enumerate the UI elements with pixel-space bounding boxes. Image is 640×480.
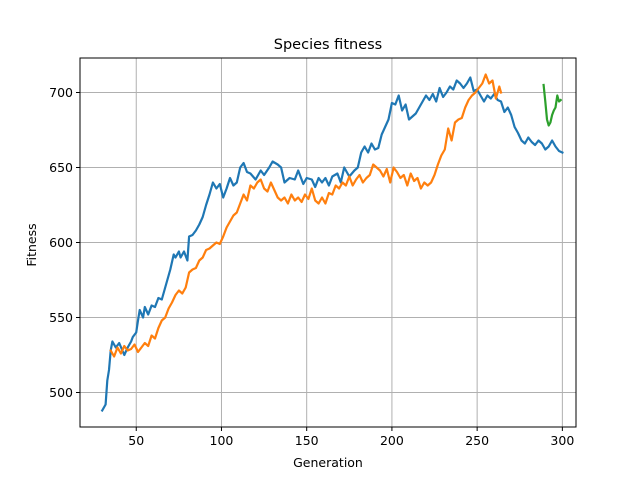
x-tick-label: 200: [380, 433, 404, 448]
y-tick-label: 500: [49, 385, 73, 400]
series-line-3: [542, 83, 563, 127]
series-lines: [100, 73, 564, 412]
x-tick-label: 250: [465, 433, 489, 448]
x-tick-label: 100: [210, 433, 234, 448]
grid-lines: [80, 58, 576, 427]
y-tick-label: 550: [49, 310, 73, 325]
series-line-1: [100, 76, 564, 412]
chart-title: Species fitness: [274, 37, 382, 53]
x-tick-label: 150: [295, 433, 319, 448]
series-line-2: [109, 73, 503, 358]
x-tick-label: 300: [550, 433, 574, 448]
y-tick-label: 600: [49, 235, 73, 250]
x-axis-label: Generation: [293, 455, 363, 470]
y-tick-label: 650: [49, 160, 73, 175]
y-axis-label: Fitness: [24, 223, 39, 266]
axis-ticks: 50 100 150 200 250 300 500 550 600 650 700: [49, 85, 574, 448]
x-tick-label: 50: [128, 433, 144, 448]
y-tick-label: 700: [49, 85, 73, 100]
